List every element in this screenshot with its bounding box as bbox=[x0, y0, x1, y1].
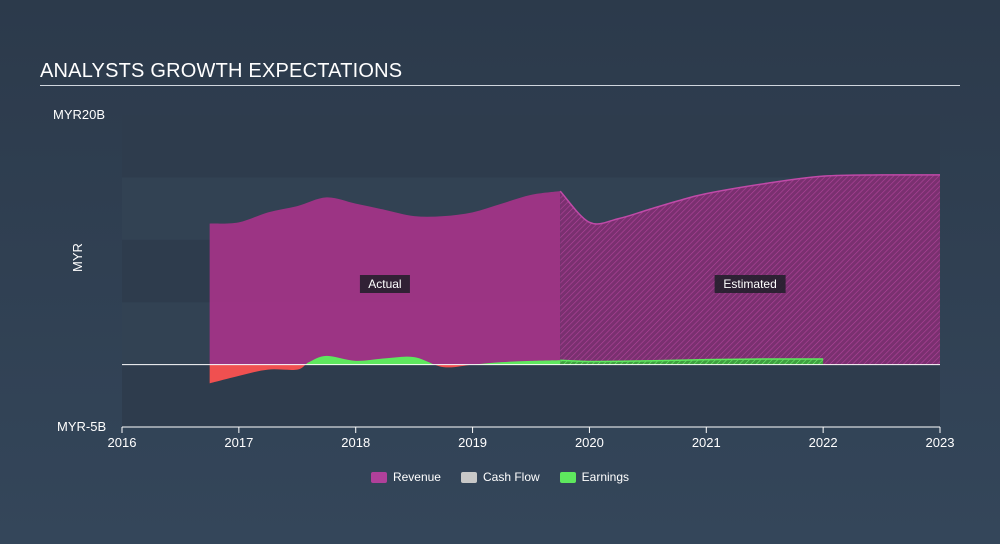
x-tick-label: 2018 bbox=[341, 435, 370, 450]
earnings-actual-positive-area bbox=[209, 355, 561, 365]
actual-label-bg bbox=[359, 275, 410, 293]
legend: Revenue Cash Flow Earnings bbox=[0, 470, 1000, 484]
chart-title: ANALYSTS GROWTH EXPECTATIONS bbox=[40, 60, 403, 82]
earnings-actual-negative-area bbox=[209, 364, 473, 384]
estimated-label-bg bbox=[714, 275, 786, 293]
x-tick-label: 2019 bbox=[458, 435, 487, 450]
y-bottom-label: MYR-5B bbox=[57, 419, 107, 434]
legend-item-earnings[interactable]: Earnings bbox=[559, 470, 630, 484]
x-tick-label: 2016 bbox=[108, 435, 137, 450]
revenue-estimated-area bbox=[560, 174, 940, 365]
x-tick-label: 2023 bbox=[926, 435, 955, 450]
x-tick-label: 2022 bbox=[809, 435, 838, 450]
grid-band bbox=[122, 115, 940, 178]
earnings-estimated-area bbox=[560, 358, 824, 365]
estimated-label: Estimated bbox=[714, 275, 786, 293]
annotations: Actual Estimated bbox=[359, 275, 786, 293]
legend-label: Cash Flow bbox=[482, 470, 540, 484]
legend-label: Revenue bbox=[392, 470, 441, 484]
title-divider bbox=[40, 85, 960, 86]
x-tick-label: 2020 bbox=[575, 435, 604, 450]
x-tick-label: 2017 bbox=[224, 435, 253, 450]
legend-swatch bbox=[370, 471, 387, 483]
estimated-label-text: Estimated bbox=[723, 277, 776, 291]
x-tick-label: 2021 bbox=[692, 435, 721, 450]
x-axis: 2016 2017 2018 2019 2020 2021 2022 2023 bbox=[108, 426, 955, 450]
legend-label: Earnings bbox=[581, 470, 630, 484]
legend-item-revenue[interactable]: Revenue bbox=[370, 470, 441, 484]
actual-label-text: Actual bbox=[368, 277, 401, 291]
revenue-estimated-line bbox=[559, 174, 941, 225]
earnings-estimated-line bbox=[560, 358, 824, 363]
legend-swatch bbox=[559, 471, 576, 483]
legend-item-cash-flow[interactable]: Cash Flow bbox=[460, 470, 540, 484]
y-top-label: MYR20B bbox=[53, 107, 106, 122]
grid-band bbox=[122, 364, 940, 427]
legend-swatch bbox=[460, 471, 477, 483]
actual-label: Actual bbox=[359, 275, 410, 293]
